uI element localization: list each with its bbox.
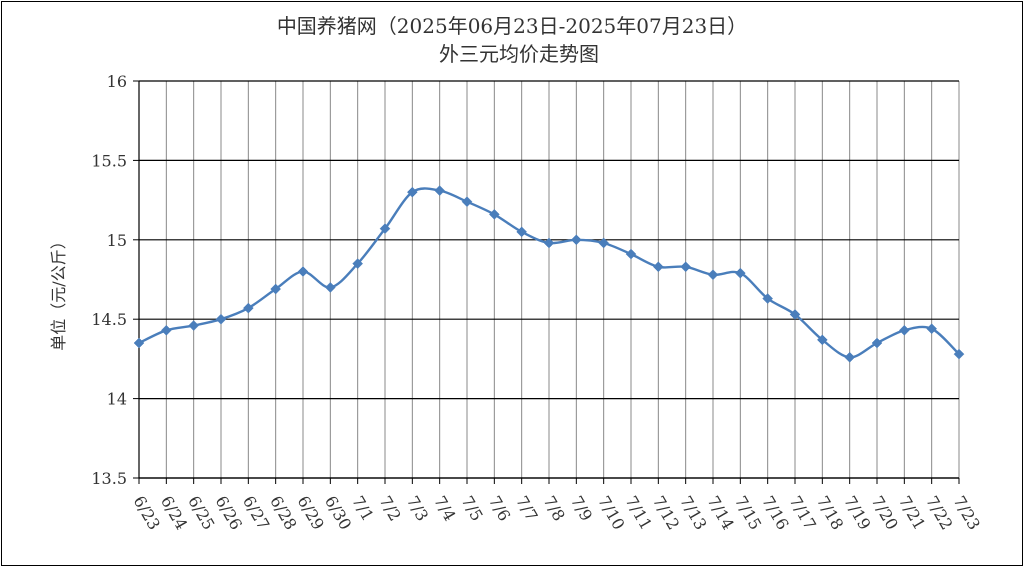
- x-tick-label: 6/29: [294, 493, 328, 534]
- x-tick-label: 7/17: [786, 493, 820, 534]
- data-point: [816, 334, 828, 346]
- x-tick-label: 7/19: [840, 493, 874, 534]
- axes: [133, 80, 960, 484]
- x-tick-label: 7/12: [649, 493, 683, 534]
- data-point: [516, 226, 528, 238]
- x-tick-label: 6/27: [239, 493, 273, 534]
- data-point: [898, 324, 910, 336]
- data-point: [434, 185, 446, 196]
- y-tick-label: 16: [107, 72, 127, 91]
- x-tick-label: 7/20: [868, 493, 902, 534]
- data-point: [324, 282, 336, 293]
- data-point: [297, 266, 309, 277]
- y-tick-label: 15: [107, 231, 127, 250]
- x-tick-label: 7/7: [512, 493, 541, 525]
- x-tick-label: 7/23: [950, 493, 984, 534]
- data-point: [953, 348, 965, 360]
- data-point: [379, 223, 391, 235]
- x-tick-label: 7/10: [594, 493, 628, 534]
- x-tick-label: 6/30: [321, 493, 355, 534]
- data-point: [570, 234, 582, 246]
- data-point: [762, 293, 774, 304]
- x-tick-label: 6/23: [130, 493, 164, 534]
- data-point: [543, 237, 555, 249]
- data-point: [652, 261, 664, 273]
- data-point: [598, 237, 610, 249]
- x-tick-label: 6/28: [266, 493, 300, 534]
- x-tick-label: 7/16: [758, 493, 792, 534]
- data-point: [406, 186, 418, 198]
- x-tick-label: 7/18: [813, 493, 847, 534]
- x-tick-label: 7/15: [731, 493, 765, 534]
- data-point: [160, 324, 172, 336]
- x-tick-label: 7/13: [676, 493, 710, 534]
- x-tick-label: 6/26: [212, 493, 246, 534]
- data-point: [270, 283, 282, 295]
- y-tick-label: 13.5: [91, 469, 127, 488]
- x-tick-label: 7/3: [403, 493, 432, 525]
- x-tick-label: 7/5: [458, 493, 487, 525]
- data-point: [926, 323, 938, 335]
- data-point: [215, 313, 227, 325]
- data-point: [488, 209, 500, 220]
- data-point: [242, 302, 254, 314]
- x-tick-label: 6/24: [157, 493, 191, 534]
- y-tick-label: 14: [107, 390, 127, 409]
- x-tick-label: 7/2: [376, 493, 405, 525]
- x-tick-labels: 6/236/246/256/266/276/286/296/307/17/27/…: [130, 493, 984, 534]
- data-point: [844, 351, 856, 363]
- y-tick-label: 14.5: [91, 310, 127, 329]
- data-point: [734, 267, 746, 279]
- y-axis-label: 单位（元/公斤）: [49, 233, 68, 350]
- x-tick-label: 7/22: [922, 493, 956, 534]
- series-layer: [133, 185, 965, 363]
- x-tick-label: 7/4: [430, 493, 459, 525]
- chart-subtitle: 外三元均价走势图: [439, 42, 599, 66]
- data-point: [133, 337, 145, 349]
- x-tick-label: 7/21: [895, 493, 929, 534]
- data-point: [707, 269, 719, 281]
- chart-title: 中国养猪网（2025年06月23日-2025年07月23日）: [277, 14, 747, 38]
- data-point: [461, 196, 473, 208]
- data-point: [680, 261, 692, 273]
- x-tick-label: 7/9: [567, 493, 596, 525]
- data-point: [352, 258, 364, 269]
- y-tick-labels: 13.5 14 14.5 15 15.5 16: [91, 72, 127, 488]
- x-tick-label: 7/14: [704, 493, 738, 534]
- x-tick-label: 6/25: [184, 493, 218, 534]
- data-point: [625, 248, 637, 260]
- x-tick-label: 7/11: [622, 493, 656, 534]
- data-point: [871, 337, 883, 349]
- gridlines: [138, 80, 960, 479]
- x-tick-label: 7/6: [485, 493, 514, 525]
- data-point: [789, 309, 801, 320]
- data-point: [188, 320, 200, 331]
- y-tick-label: 15.5: [91, 151, 127, 170]
- x-tick-label: 7/8: [540, 493, 569, 525]
